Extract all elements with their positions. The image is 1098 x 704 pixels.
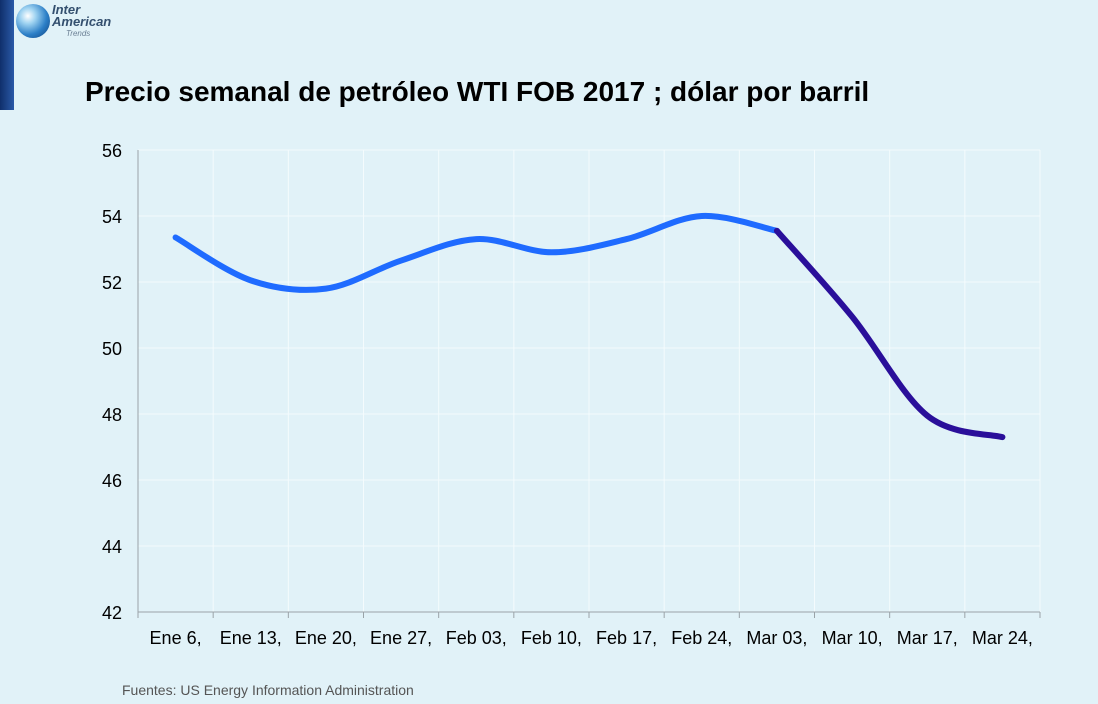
y-tick-label: 48 [102, 405, 122, 425]
y-tick-label: 50 [102, 339, 122, 359]
x-tick-label: Feb 03, [446, 628, 507, 648]
logo: Inter American Trends [0, 0, 130, 110]
x-tick-label: Feb 10, [521, 628, 582, 648]
y-tick-label: 52 [102, 273, 122, 293]
logo-text: Inter American Trends [52, 2, 112, 40]
y-tick-label: 54 [102, 207, 122, 227]
series-line-1 [172, 212, 780, 293]
logo-bar [0, 0, 14, 110]
y-tick-label: 44 [102, 537, 122, 557]
globe-icon [16, 4, 50, 38]
x-tick-label: Feb 17, [596, 628, 657, 648]
y-tick-label: 56 [102, 141, 122, 161]
x-tick-label: Mar 03, [746, 628, 807, 648]
logo-line-1: Inter [52, 2, 81, 17]
x-tick-label: Ene 13, [220, 628, 282, 648]
x-tick-label: Mar 24, [972, 628, 1033, 648]
series-line-2 [773, 227, 1006, 441]
x-tick-label: Ene 27, [370, 628, 432, 648]
y-tick-label: 46 [102, 471, 122, 491]
x-tick-label: Ene 20, [295, 628, 357, 648]
chart-title: Precio semanal de petróleo WTI FOB 2017 … [85, 76, 870, 107]
x-tick-label: Feb 24, [671, 628, 732, 648]
logo-line-3: Trends [66, 29, 91, 38]
x-tick-label: Mar 10, [822, 628, 883, 648]
y-tick-label: 42 [102, 603, 122, 623]
logo-line-2: American [52, 14, 112, 29]
source-note: Fuentes: US Energy Information Administr… [122, 682, 414, 698]
x-tick-label: Ene 6, [150, 628, 202, 648]
x-tick-label: Mar 17, [897, 628, 958, 648]
